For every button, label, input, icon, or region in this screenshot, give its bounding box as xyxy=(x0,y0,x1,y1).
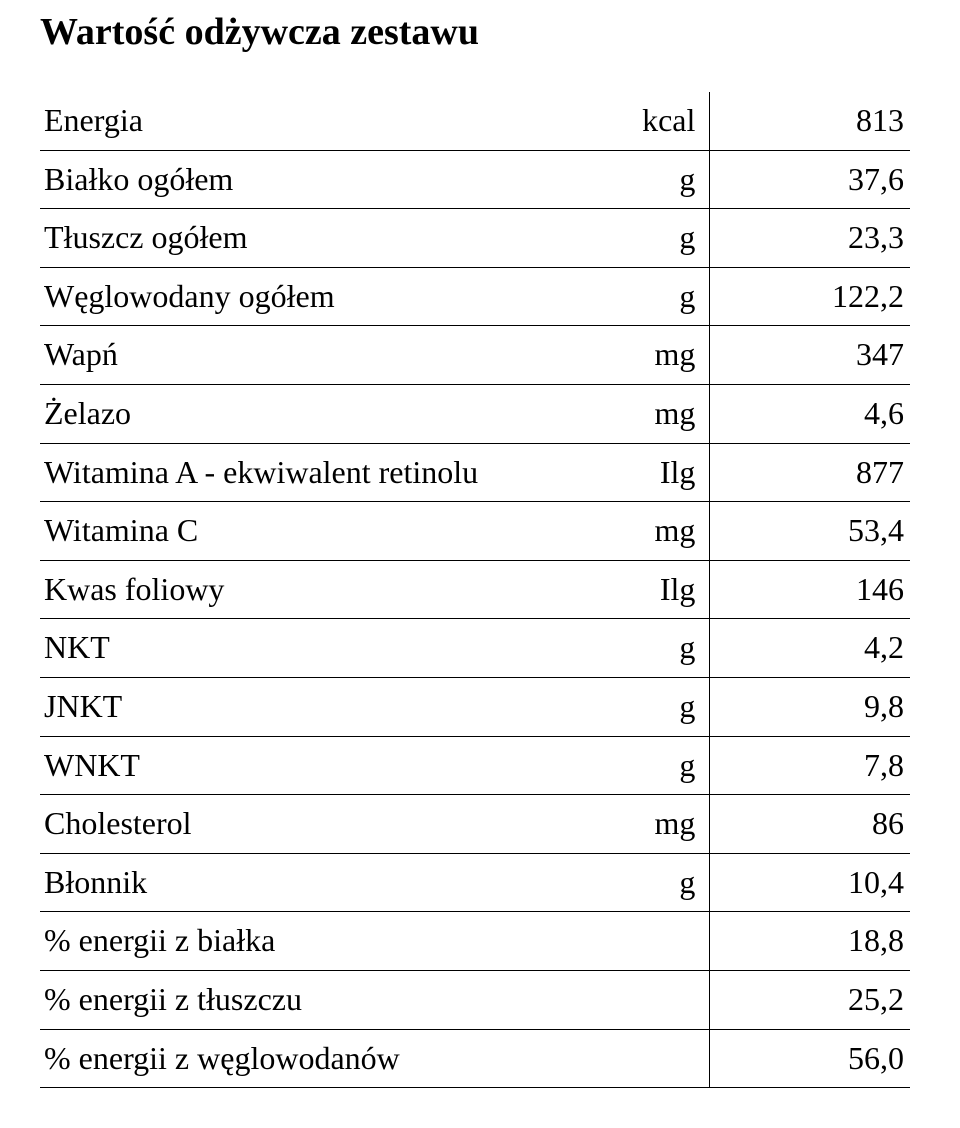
table-row: % energii z tłuszczu 25,2 xyxy=(40,970,910,1029)
table-row: Żelazomg4,6 xyxy=(40,384,910,443)
table-row: Błonnikg10,4 xyxy=(40,853,910,912)
table-row: Kwas foliowyIlg146 xyxy=(40,560,910,619)
nutrition-table: Energiakcal813Białko ogółemg37,6Tłuszcz … xyxy=(40,92,910,1088)
nutrient-value: 25,2 xyxy=(710,970,910,1029)
nutrient-value: 18,8 xyxy=(710,912,910,971)
nutrient-name: Tłuszcz ogółem xyxy=(40,209,579,268)
nutrient-name: % energii z tłuszczu xyxy=(40,970,579,1029)
page-title: Wartość odżywcza zestawu xyxy=(40,10,910,54)
nutrient-unit: kcal xyxy=(579,92,710,150)
nutrient-value: 53,4 xyxy=(710,502,910,561)
table-row: Tłuszcz ogółemg23,3 xyxy=(40,209,910,268)
nutrient-name: JNKT xyxy=(40,677,579,736)
nutrient-unit xyxy=(579,1029,710,1088)
nutrient-value: 56,0 xyxy=(710,1029,910,1088)
nutrient-unit: Ilg xyxy=(579,443,710,502)
nutrient-name: WNKT xyxy=(40,736,579,795)
nutrient-value: 7,8 xyxy=(710,736,910,795)
nutrient-value: 10,4 xyxy=(710,853,910,912)
nutrient-unit: g xyxy=(579,853,710,912)
nutrient-name: NKT xyxy=(40,619,579,678)
nutrient-unit: g xyxy=(579,677,710,736)
nutrient-name: Energia xyxy=(40,92,579,150)
nutrient-name: Wapń xyxy=(40,326,579,385)
nutrient-unit: g xyxy=(579,736,710,795)
nutrient-name: % energii z węglowodanów xyxy=(40,1029,579,1088)
nutrient-value: 347 xyxy=(710,326,910,385)
nutrient-unit: mg xyxy=(579,326,710,385)
nutrient-name: Witamina A - ekwiwalent retinolu xyxy=(40,443,579,502)
table-row: Witamina Cmg53,4 xyxy=(40,502,910,561)
table-row: Energiakcal813 xyxy=(40,92,910,150)
nutrient-value: 4,2 xyxy=(710,619,910,678)
nutrient-unit: Ilg xyxy=(579,560,710,619)
nutrient-value: 813 xyxy=(710,92,910,150)
table-row: Białko ogółemg37,6 xyxy=(40,150,910,209)
nutrient-unit xyxy=(579,970,710,1029)
nutrient-value: 9,8 xyxy=(710,677,910,736)
table-row: % energii z białka 18,8 xyxy=(40,912,910,971)
nutrient-unit: g xyxy=(579,267,710,326)
table-row: Witamina A - ekwiwalent retinoluIlg877 xyxy=(40,443,910,502)
nutrient-unit xyxy=(579,912,710,971)
nutrient-value: 146 xyxy=(710,560,910,619)
nutrient-unit: g xyxy=(579,619,710,678)
table-row: JNKTg9,8 xyxy=(40,677,910,736)
nutrient-value: 877 xyxy=(710,443,910,502)
table-row: Wapńmg347 xyxy=(40,326,910,385)
nutrient-name: Kwas foliowy xyxy=(40,560,579,619)
nutrient-value: 37,6 xyxy=(710,150,910,209)
nutrient-value: 86 xyxy=(710,795,910,854)
table-row: Węglowodany ogółemg122,2 xyxy=(40,267,910,326)
nutrient-value: 23,3 xyxy=(710,209,910,268)
nutrient-unit: mg xyxy=(579,384,710,443)
nutrient-unit: mg xyxy=(579,795,710,854)
nutrient-name: % energii z białka xyxy=(40,912,579,971)
table-row: NKTg4,2 xyxy=(40,619,910,678)
nutrient-name: Witamina C xyxy=(40,502,579,561)
nutrient-name: Błonnik xyxy=(40,853,579,912)
nutrient-name: Białko ogółem xyxy=(40,150,579,209)
nutrient-value: 4,6 xyxy=(710,384,910,443)
nutrient-unit: g xyxy=(579,209,710,268)
table-row: WNKTg7,8 xyxy=(40,736,910,795)
nutrient-name: Cholesterol xyxy=(40,795,579,854)
nutrient-unit: mg xyxy=(579,502,710,561)
table-row: Cholesterolmg86 xyxy=(40,795,910,854)
nutrient-value: 122,2 xyxy=(710,267,910,326)
nutrient-name: Żelazo xyxy=(40,384,579,443)
nutrient-unit: g xyxy=(579,150,710,209)
nutrient-name: Węglowodany ogółem xyxy=(40,267,579,326)
table-row: % energii z węglowodanów 56,0 xyxy=(40,1029,910,1088)
